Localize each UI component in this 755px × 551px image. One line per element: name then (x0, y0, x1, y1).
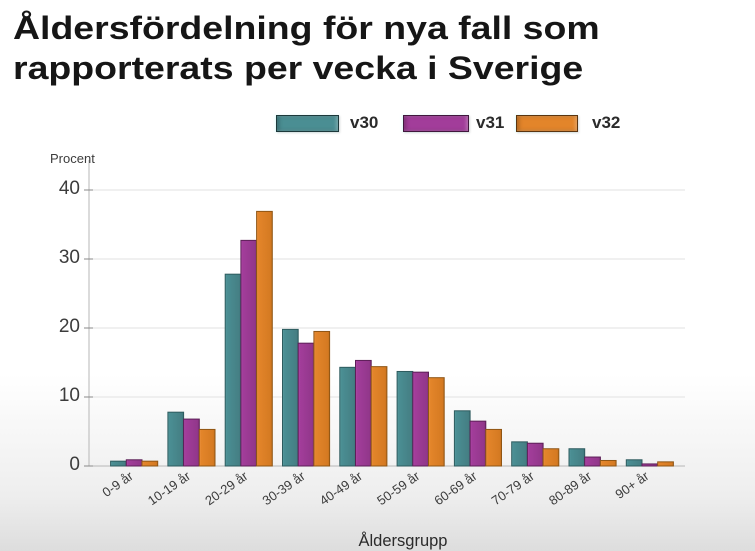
svg-text:70-79 år: 70-79 år (489, 468, 538, 508)
svg-text:50-59 år: 50-59 år (374, 468, 423, 508)
svg-text:90+ år: 90+ år (612, 468, 652, 502)
svg-text:Procent: Procent (50, 151, 95, 166)
svg-text:20-29 år: 20-29 år (202, 468, 251, 508)
svg-text:30-39 år: 30-39 år (260, 468, 309, 508)
svg-text:10: 10 (59, 385, 80, 406)
svg-text:30: 30 (59, 247, 80, 268)
svg-text:40: 40 (59, 178, 80, 199)
svg-text:0: 0 (69, 454, 80, 475)
svg-text:20: 20 (59, 316, 80, 337)
svg-text:Åldersgrupp: Åldersgrupp (359, 531, 448, 550)
svg-text:40-49 år: 40-49 år (317, 468, 366, 508)
svg-text:0-9 år: 0-9 år (99, 468, 136, 500)
svg-text:80-89 år: 80-89 år (546, 468, 595, 508)
svg-text:60-69 år: 60-69 år (431, 468, 480, 508)
svg-text:10-19 år: 10-19 år (145, 468, 194, 508)
